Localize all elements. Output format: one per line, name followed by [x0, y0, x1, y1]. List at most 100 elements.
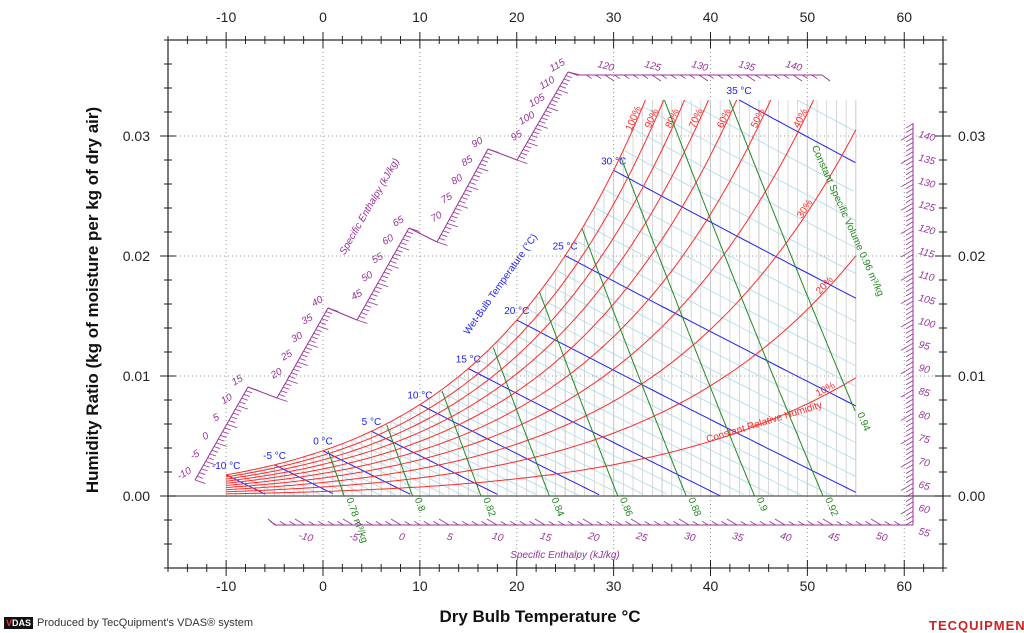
- specific-volume-line: [620, 157, 756, 497]
- enthalpy-tick: [295, 365, 302, 369]
- enthalpy-tick: [553, 96, 560, 100]
- enthalpy-tick: [519, 521, 527, 526]
- enthalpy-tick: [307, 343, 319, 348]
- enthalpy-tick: [689, 74, 696, 79]
- enthalpy-tick: [467, 185, 479, 191]
- enthalpy-tick: [905, 212, 914, 217]
- enthalpy-label: 135: [917, 153, 936, 168]
- enthalpy-tick: [561, 82, 569, 86]
- rh-label: 70%: [687, 107, 705, 130]
- enthalpy-tick: [905, 408, 914, 414]
- enthalpy-tick: [900, 459, 914, 468]
- enthalpy-tick: [905, 464, 914, 470]
- specific-volume-label: 0.86: [617, 496, 635, 519]
- enthalpy-tick: [788, 521, 795, 526]
- enthalpy-tick: [905, 478, 914, 484]
- enthalpy-label: 95: [917, 339, 931, 353]
- enthalpy-tick: [905, 394, 914, 400]
- enthalpy-tick: [522, 149, 530, 152]
- x-tick-label-bottom: 60: [896, 578, 912, 594]
- enthalpy-label: 110: [917, 269, 936, 284]
- rh-curve: [226, 99, 665, 478]
- enthalpy-tick: [905, 244, 914, 250]
- enthalpy-tick: [905, 263, 914, 269]
- rh-label: 30%: [795, 198, 815, 221]
- enthalpy-tick: [319, 322, 327, 325]
- enthalpy-tick: [213, 446, 221, 449]
- enthalpy-tick: [900, 436, 914, 445]
- enthalpy-tick: [905, 174, 914, 180]
- enthalpy-label: 40: [310, 294, 326, 309]
- enthalpy-tick: [287, 379, 298, 384]
- enthalpy-tick: [475, 170, 483, 174]
- enthalpy-tick: [582, 518, 594, 526]
- x-tick-label-bottom: 0: [319, 578, 327, 594]
- enthalpy-tick: [203, 464, 210, 468]
- enthalpy-label: -10: [297, 530, 314, 544]
- enthalpy-label: 55: [917, 526, 931, 540]
- enthalpy-tick: [375, 521, 383, 526]
- specific-volume-caption: Constant Specific Volume 0.96 m³/kg: [809, 144, 886, 298]
- enthalpy-tick: [205, 461, 217, 466]
- enthalpy-tick: [486, 518, 498, 526]
- rh-curve: [226, 99, 646, 476]
- enthalpy-tick: [905, 137, 914, 143]
- enthalpy-tick: [327, 307, 339, 312]
- enthalpy-tick: [457, 204, 469, 209]
- wet-bulb-label: -10 °C: [212, 461, 240, 472]
- wet-bulb-minor-line: [284, 461, 348, 494]
- enthalpy-tick: [545, 110, 552, 114]
- wet-bulb-label: 25 °C: [553, 242, 578, 253]
- enthalpy-tick: [740, 521, 747, 526]
- wet-bulb-label: 10 °C: [407, 391, 432, 402]
- enthalpy-tick: [625, 521, 632, 526]
- enthalpy-tick: [811, 74, 818, 79]
- wet-bulb-minor-line: [410, 410, 580, 497]
- enthalpy-tick: [653, 521, 661, 526]
- enthalpy-tick: [807, 521, 815, 526]
- enthalpy-tick: [404, 521, 411, 526]
- enthalpy-tick: [487, 148, 499, 153]
- enthalpy-tick: [358, 315, 366, 319]
- enthalpy-tick: [551, 99, 558, 103]
- enthalpy-tick: [385, 521, 392, 526]
- wet-bulb-minor-line: [535, 296, 856, 461]
- enthalpy-tick: [905, 328, 914, 334]
- enthalpy-tick: [678, 518, 690, 526]
- enthalpy-tick: [473, 174, 480, 178]
- vdas-logo: VDAS: [4, 617, 34, 629]
- enthalpy-tick: [900, 226, 914, 234]
- rh-curve: [226, 99, 738, 484]
- enthalpy-tick: [900, 366, 914, 375]
- enthalpy-scale-line: [436, 148, 489, 243]
- enthalpy-tick: [855, 521, 863, 526]
- enthalpy-tick: [905, 384, 914, 390]
- enthalpy-tick: [230, 416, 238, 420]
- enthalpy-tick: [433, 521, 440, 526]
- enthalpy-label: 65: [917, 480, 931, 494]
- x-tick-label-bottom: 10: [412, 578, 428, 594]
- enthalpy-tick: [900, 482, 914, 491]
- enthalpy-tick: [905, 431, 914, 437]
- enthalpy-tick: [905, 146, 914, 152]
- enthalpy-tick: [736, 74, 743, 79]
- wet-bulb-minor-line: [642, 106, 856, 222]
- enthalpy-tick: [905, 268, 914, 274]
- rh-label: 90%: [643, 107, 661, 130]
- enthalpy-tick: [905, 235, 914, 241]
- enthalpy-label: -10: [176, 465, 194, 482]
- enthalpy-tick: [520, 152, 528, 156]
- enthalpy-label: 90: [917, 363, 931, 377]
- enthalpy-tick: [222, 431, 229, 435]
- y-tick-label-right: 0.02: [958, 248, 985, 264]
- enthalpy-label: 110: [538, 74, 558, 92]
- enthalpy-tick: [404, 234, 412, 238]
- wet-bulb-label: 20 °C: [504, 306, 529, 317]
- wet-bulb-label: 15 °C: [456, 354, 481, 365]
- enthalpy-tick: [194, 479, 206, 484]
- enthalpy-label: 5: [211, 412, 222, 425]
- specific-volume-line: [663, 99, 824, 497]
- enthalpy-tick: [630, 518, 642, 526]
- enthalpy-tick: [392, 257, 399, 260]
